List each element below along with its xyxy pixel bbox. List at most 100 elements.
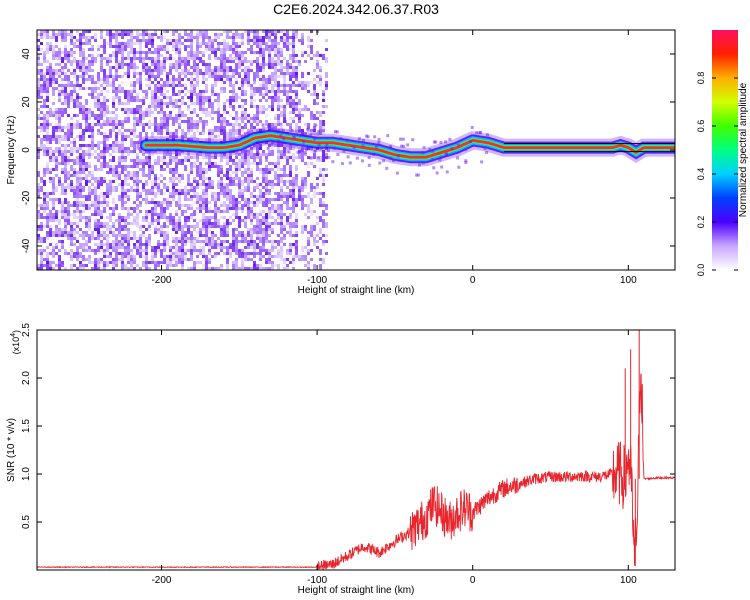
heatmap-cell bbox=[319, 78, 322, 81]
heatmap-cell bbox=[37, 264, 40, 267]
heatmap-cell bbox=[136, 117, 139, 120]
heatmap-cell bbox=[259, 54, 262, 57]
heatmap-cell bbox=[304, 87, 307, 90]
heatmap-cell bbox=[163, 162, 166, 165]
heatmap-cell bbox=[292, 153, 295, 159]
heatmap-cell bbox=[64, 48, 67, 54]
heatmap-cell bbox=[100, 204, 103, 207]
heatmap-cell bbox=[262, 105, 265, 111]
heatmap-cell bbox=[67, 171, 70, 174]
heatmap-cell bbox=[178, 195, 181, 201]
heatmap-cell bbox=[286, 48, 289, 51]
heatmap-cell bbox=[247, 165, 250, 171]
heatmap-cell bbox=[217, 45, 220, 48]
heatmap-cell bbox=[91, 36, 94, 39]
heatmap-cell bbox=[97, 207, 100, 210]
heatmap-cell bbox=[214, 207, 217, 213]
heatmap-cell bbox=[310, 129, 313, 132]
heatmap-cell bbox=[52, 90, 55, 96]
heatmap-cell bbox=[220, 192, 223, 195]
heatmap-cell bbox=[286, 45, 289, 48]
heatmap-cell bbox=[271, 240, 274, 246]
heatmap-cell bbox=[64, 72, 67, 75]
heatmap-cell bbox=[241, 204, 244, 207]
heatmap-cell bbox=[118, 45, 121, 48]
heatmap-cell bbox=[55, 243, 58, 246]
heatmap-cell bbox=[238, 159, 241, 165]
heatmap-cell bbox=[372, 152, 376, 156]
heatmap-cell bbox=[76, 114, 79, 117]
heatmap-cell bbox=[73, 213, 76, 219]
heatmap-cell bbox=[199, 33, 202, 39]
heatmap-cell bbox=[316, 183, 319, 186]
heatmap-cell bbox=[100, 225, 103, 228]
heatmap-cell bbox=[295, 60, 298, 63]
heatmap-cell bbox=[286, 84, 289, 87]
heatmap-cell bbox=[172, 216, 175, 222]
heatmap-cell bbox=[130, 60, 133, 63]
heatmap-cell bbox=[202, 177, 205, 180]
heatmap-cell bbox=[82, 162, 85, 165]
heatmap-cell bbox=[223, 87, 226, 90]
heatmap-cell bbox=[100, 210, 103, 216]
heatmap-cell bbox=[265, 198, 268, 204]
heatmap-cell bbox=[103, 123, 106, 126]
heatmap-cell bbox=[214, 165, 217, 168]
heatmap-cell bbox=[85, 249, 88, 252]
heatmap-cell bbox=[58, 75, 61, 78]
heatmap-cell bbox=[280, 168, 283, 171]
heatmap-cell bbox=[169, 96, 172, 99]
heatmap-cell bbox=[262, 186, 265, 189]
heatmap-cell bbox=[208, 186, 211, 189]
heatmap-cell bbox=[127, 114, 130, 117]
heatmap-cell bbox=[235, 183, 238, 186]
heatmap-cell bbox=[88, 63, 91, 66]
heatmap-cell bbox=[298, 255, 301, 261]
heatmap-cell bbox=[184, 87, 187, 90]
heatmap-cell bbox=[127, 108, 130, 111]
heatmap-cell bbox=[313, 129, 316, 132]
heatmap-cell bbox=[280, 111, 283, 117]
heatmap-cell bbox=[298, 39, 301, 42]
heatmap-cell bbox=[280, 237, 283, 240]
heatmap-cell bbox=[253, 39, 256, 42]
heatmap-cell bbox=[208, 48, 211, 51]
heatmap-cell bbox=[79, 183, 82, 186]
heatmap-cell bbox=[319, 228, 322, 234]
heatmap-cell bbox=[124, 57, 127, 60]
heatmap-cell bbox=[94, 60, 97, 63]
heatmap-cell bbox=[277, 144, 280, 147]
heatmap-cell bbox=[112, 117, 115, 120]
heatmap-cell bbox=[223, 189, 226, 192]
heatmap-cell bbox=[220, 183, 223, 186]
heatmap-cell bbox=[160, 210, 163, 213]
heatmap-cell bbox=[193, 225, 196, 228]
heatmap-cell bbox=[58, 57, 61, 60]
heatmap-cell bbox=[121, 204, 124, 207]
heatmap-cell bbox=[265, 165, 268, 168]
heatmap-cell bbox=[229, 99, 232, 102]
heatmap-cell bbox=[274, 207, 277, 210]
heatmap-cell bbox=[139, 228, 142, 231]
heatmap-cell bbox=[133, 141, 136, 144]
heatmap-cell bbox=[322, 99, 325, 102]
heatmap-cell bbox=[139, 99, 142, 102]
heatmap-cell bbox=[322, 258, 325, 264]
heatmap-cell bbox=[280, 54, 283, 57]
heatmap-cell bbox=[205, 177, 208, 180]
heatmap-cell bbox=[205, 225, 208, 228]
heatmap-cell bbox=[79, 147, 82, 150]
heatmap-cell bbox=[229, 123, 232, 126]
heatmap-cell bbox=[199, 165, 202, 168]
heatmap-cell bbox=[139, 234, 142, 237]
heatmap-cell bbox=[40, 189, 43, 192]
heatmap-cell bbox=[181, 102, 184, 105]
heatmap-cell bbox=[286, 186, 289, 189]
heatmap-cell bbox=[106, 162, 109, 165]
heatmap-cell bbox=[103, 108, 106, 111]
heatmap-cell bbox=[37, 183, 40, 186]
heatmap-cell bbox=[268, 207, 271, 210]
heatmap-cell bbox=[136, 51, 139, 54]
heatmap-cell bbox=[49, 135, 52, 138]
heatmap-cell bbox=[82, 87, 85, 90]
